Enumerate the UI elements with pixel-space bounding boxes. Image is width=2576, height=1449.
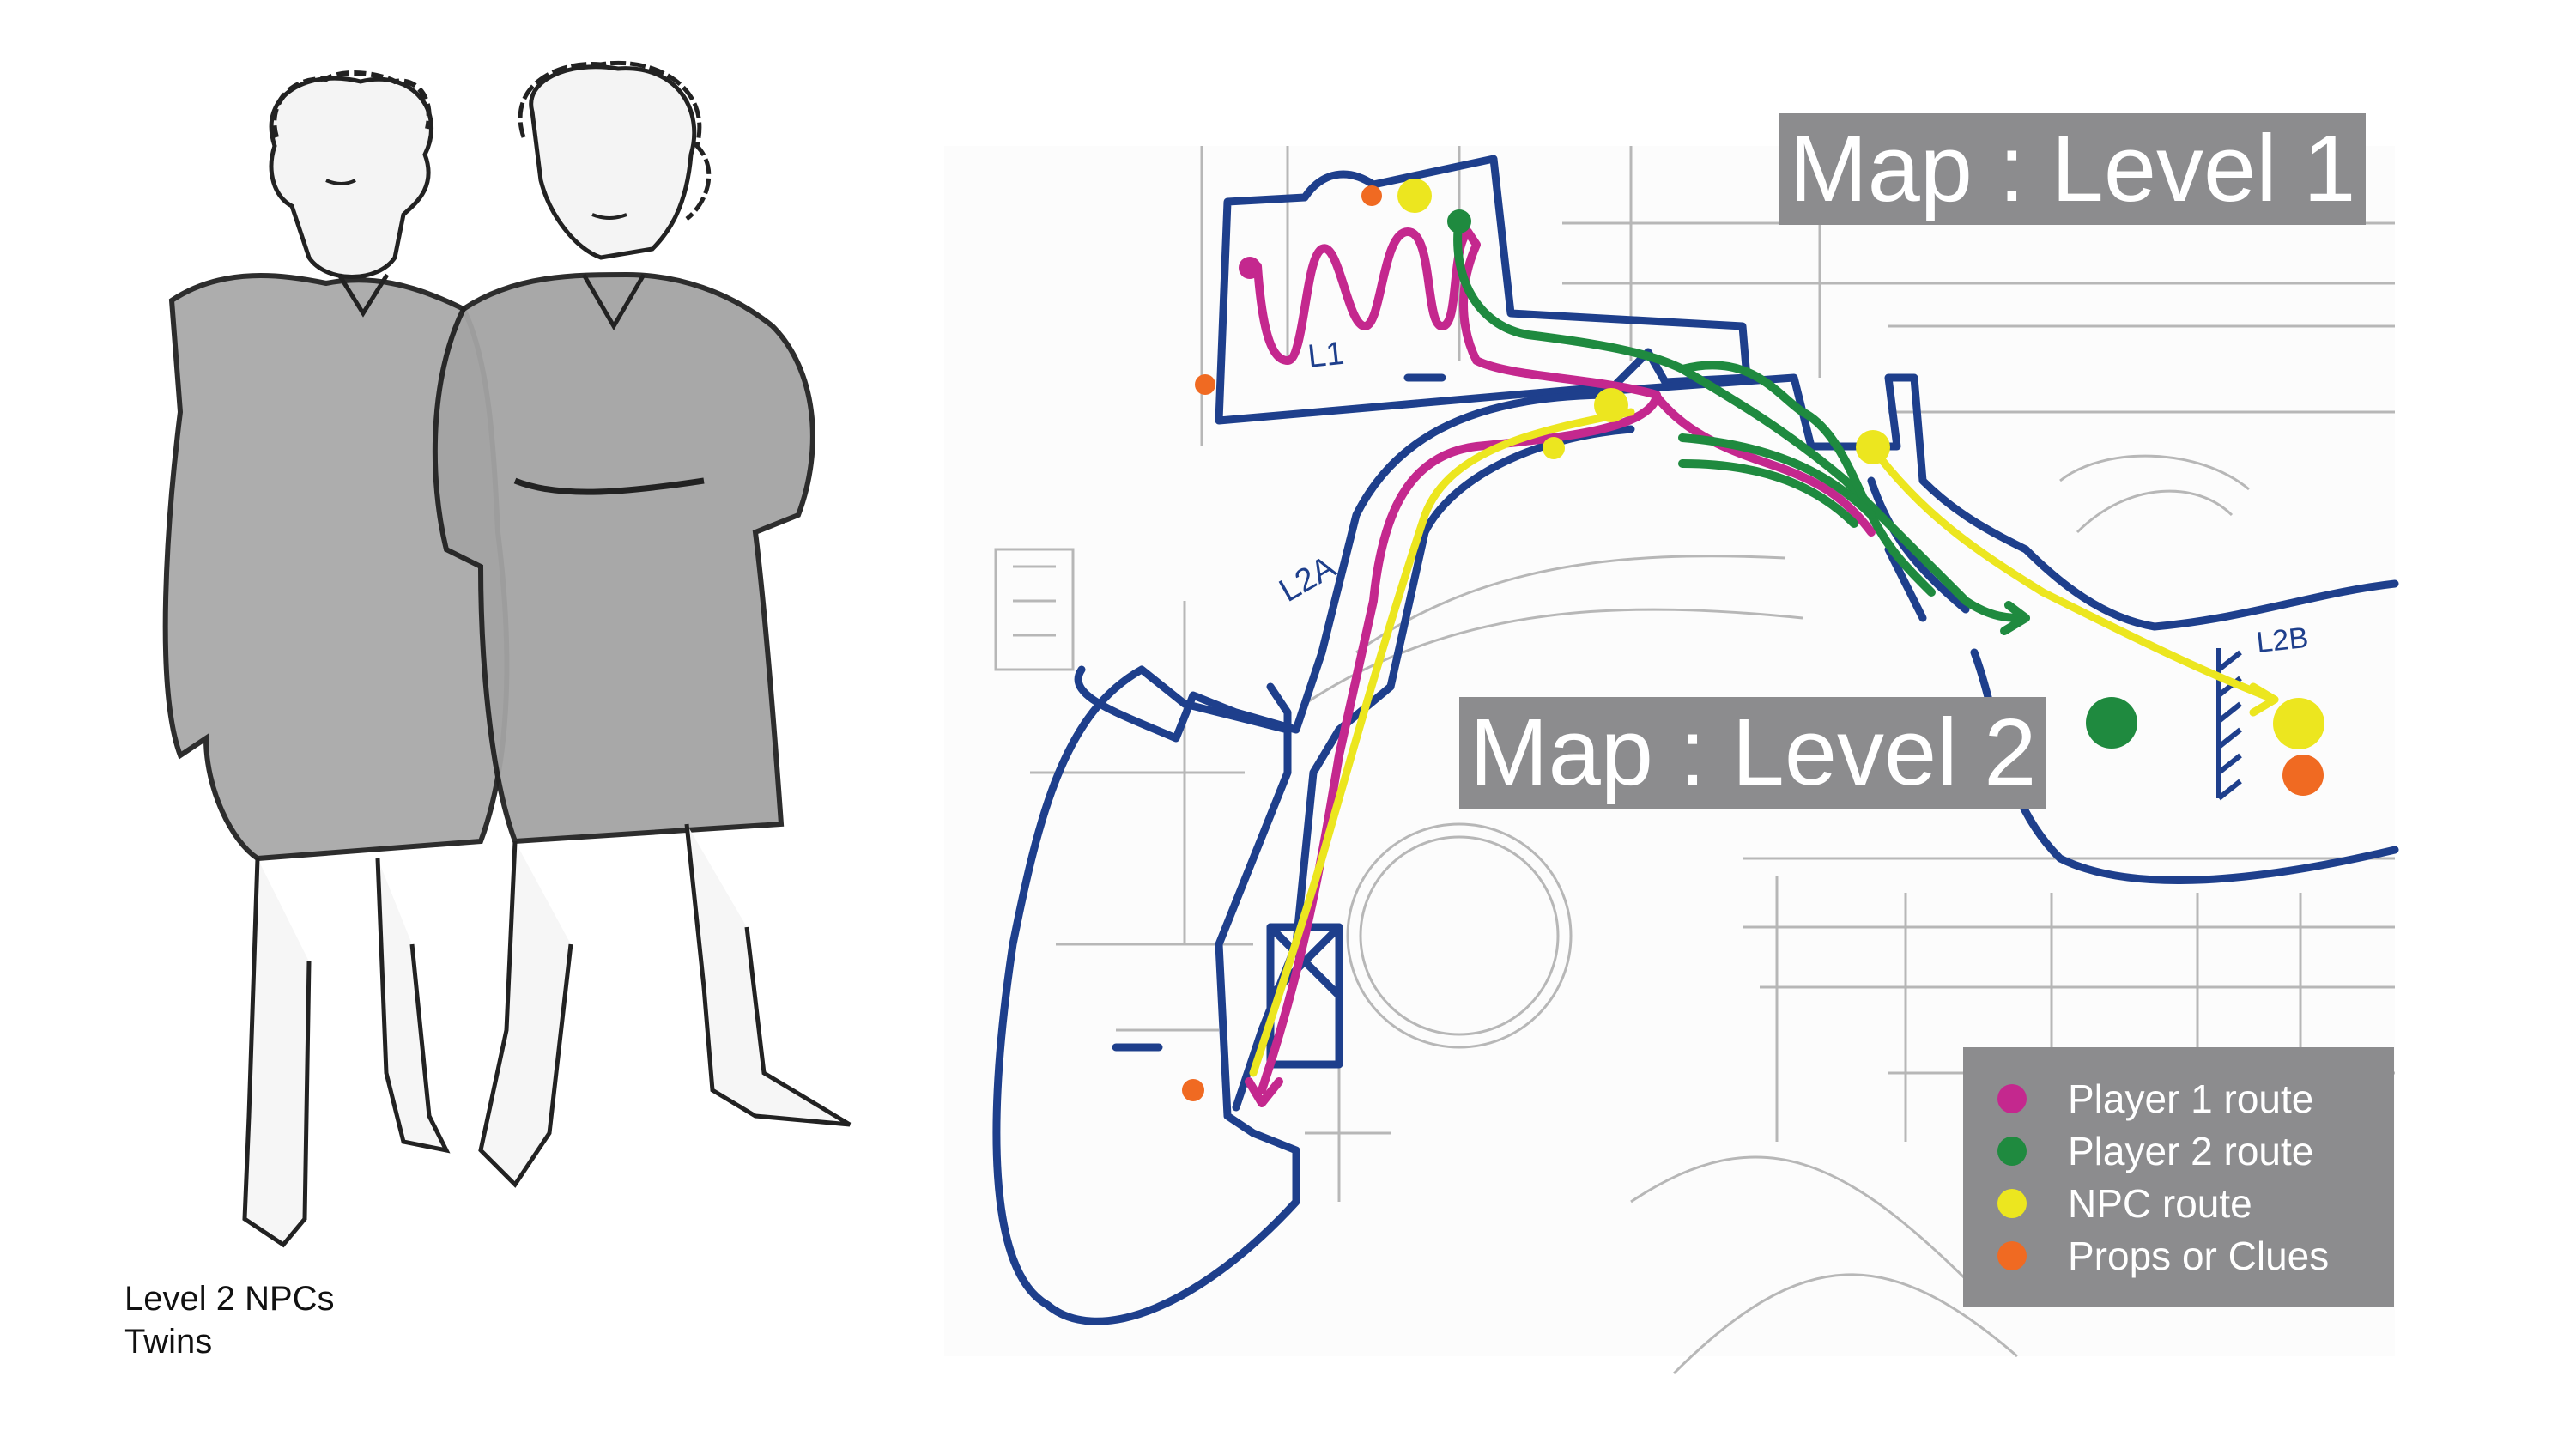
npc-marker-l2b [2273, 698, 2324, 749]
prop-marker-l1-bottom [1195, 374, 1215, 395]
legend-dot-npc [1997, 1189, 2027, 1218]
legend-item-props: Props or Clues [1963, 1230, 2394, 1282]
player-2-route [1453, 215, 2030, 635]
legend-label-props: Props or Clues [2068, 1234, 2330, 1278]
legend-item-player-2: Player 2 route [1963, 1125, 2394, 1177]
player-1-start-marker [1239, 257, 1261, 279]
npc-caption-line2: Twins [124, 1323, 213, 1361]
npc-marker-corridor-2 [1543, 437, 1565, 459]
npc-marker-corridor-1 [1594, 388, 1628, 422]
prop-marker-l2b [2282, 755, 2324, 796]
level-2b-corridor-outline [2021, 545, 2399, 631]
level-2-lower-wing-outline [992, 665, 1300, 1325]
legend-item-npc: NPC route [1963, 1178, 2394, 1229]
prop-marker-l1-top [1361, 185, 1382, 206]
npc-marker-l1 [1397, 179, 1432, 213]
npc-marker-corridor-3 [1856, 430, 1890, 464]
legend-dot-player-2 [1997, 1137, 2027, 1166]
map-level-2-banner: Map : Level 2 [1459, 697, 2047, 809]
npc-route [1249, 408, 2279, 1077]
legend-label-player-2: Player 2 route [2068, 1129, 2314, 1173]
level-boundaries [992, 155, 2399, 1325]
legend-label-player-1: Player 1 route [2068, 1076, 2314, 1121]
player-2-start-marker [1447, 209, 1471, 233]
legend-label-npc: NPC route [2068, 1181, 2252, 1226]
legend-dot-player-1 [1997, 1084, 2027, 1113]
map-level-1-banner: Map : Level 1 [1779, 113, 2367, 225]
twins-npc-illustration [162, 60, 852, 1248]
player-1-route [1245, 227, 1876, 1107]
right-twin-figure [432, 60, 852, 1188]
level-2a-corridor-outline [1074, 391, 1618, 743]
zone-label-l2b: L2B [2255, 621, 2310, 659]
zone-label-l1: L1 [1306, 336, 1346, 375]
level-1-corridor-outline [1609, 373, 2030, 554]
left-twin-figure [162, 70, 510, 1248]
legend-dot-props [1997, 1241, 2027, 1270]
route-legend: Player 1 route Player 2 route NPC route … [1963, 1047, 2394, 1307]
player-2-end-marker [2086, 697, 2137, 749]
npc-caption-line1: Level 2 NPCs [124, 1280, 335, 1318]
level-1-room-outline [1215, 155, 1751, 425]
map-markers [1182, 179, 2324, 1101]
prop-marker-l2a [1182, 1079, 1204, 1101]
legend-item-player-1: Player 1 route [1963, 1073, 2394, 1125]
